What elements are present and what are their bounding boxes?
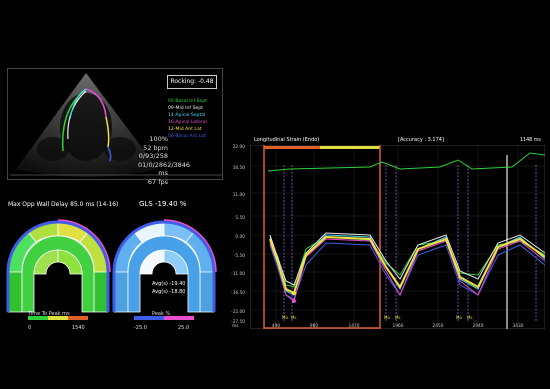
max-opp-wall-delay-title: Max Opp Wall Delay 85.0 ms (14-16) xyxy=(8,201,119,208)
info-line: 01/0/2862/3846 ms xyxy=(138,160,191,178)
peak-strain-bullseye xyxy=(112,219,217,320)
segment-legend: 05-Basal Inf Sept 09-Mid Inf Sept 14-Api… xyxy=(168,98,207,140)
strain-curves xyxy=(250,145,545,329)
segment-label: 09-Mid Inf Sept xyxy=(168,106,203,111)
x-tick: 2450 xyxy=(432,324,444,329)
avg-strain-2: Avg(s) -18.80 xyxy=(152,289,186,295)
event-label: Mo xyxy=(282,315,288,320)
gls-title: GLS -19.40 % xyxy=(139,200,187,208)
segment-label: 06-Basal Ant Lat xyxy=(168,134,206,139)
time-readout: 1148 ms xyxy=(520,138,541,143)
y-tick: -11.00 xyxy=(231,272,245,277)
time-to-peak-bullseye xyxy=(6,219,111,320)
event-label: Mc xyxy=(467,315,473,320)
event-label: Mo xyxy=(384,315,390,320)
info-line: 0/93/258 xyxy=(138,152,168,160)
x-tick: 980 xyxy=(309,324,319,329)
y-tick: 0.00 xyxy=(235,235,245,240)
strain-plot-title: Longitudinal Strain (Endo) xyxy=(254,137,320,143)
segment-label: 05-Basal Inf Sept xyxy=(168,99,208,104)
y-tick: -16.50 xyxy=(231,291,245,296)
rocking-readout: Rocking: -0.48 xyxy=(167,75,217,89)
segment-label: 14-Apical Septal xyxy=(168,113,206,118)
peak-legend-min: -25.0 xyxy=(134,325,147,331)
avg-strain-1: Avg(s) -19.40 xyxy=(152,281,186,287)
y-tick: 5.50 xyxy=(235,216,245,221)
echo-panel: Rocking: -0.48 05-Basal Inf Sept 09-Mid … xyxy=(7,68,223,186)
time-legend-max: 1540 xyxy=(72,325,85,331)
event-label: Mc xyxy=(291,315,297,320)
peak-legend-max: 25.0 xyxy=(178,325,190,331)
strain-plot-panel: Longitudinal Strain (Endo) [Accuracy : 3… xyxy=(230,137,545,344)
event-label: Mo xyxy=(456,315,462,320)
y-tick: -27.50 xyxy=(231,320,245,325)
y-tick: -5.50 xyxy=(233,254,245,259)
y-tick: 16.50 xyxy=(232,166,245,171)
info-line: 67 fps xyxy=(147,177,168,186)
x-unit: ms xyxy=(232,324,239,329)
acquisition-info: 100% 52 bpm 0/93/258 01/0/2862/3846 ms 6… xyxy=(138,135,191,186)
x-tick: 1470 xyxy=(348,324,360,329)
segment-label: 12-Mid Ant Lat xyxy=(168,127,202,132)
x-tick: 490 xyxy=(271,324,281,329)
info-line: 100% xyxy=(149,135,168,143)
peak-legend: Peak % xyxy=(152,311,171,317)
accuracy-label: [Accuracy : 3.174] xyxy=(398,137,444,143)
time-legend-min: 0 xyxy=(28,325,32,331)
event-label: Mc xyxy=(395,315,401,320)
y-tick: 11.00 xyxy=(232,193,245,198)
time-to-peak-legend: Time To Peak ms xyxy=(28,311,70,317)
segment-label: 16-Apical Lateral xyxy=(168,120,207,125)
x-tick: 3430 xyxy=(512,324,524,329)
x-tick: 2940 xyxy=(472,324,484,329)
info-line: 52 bpm xyxy=(143,143,168,152)
x-tick: 1960 xyxy=(392,324,404,329)
echo-ultrasound-image xyxy=(10,73,222,177)
y-tick: -22.00 xyxy=(231,310,245,315)
y-tick: 22.00 xyxy=(232,145,245,150)
